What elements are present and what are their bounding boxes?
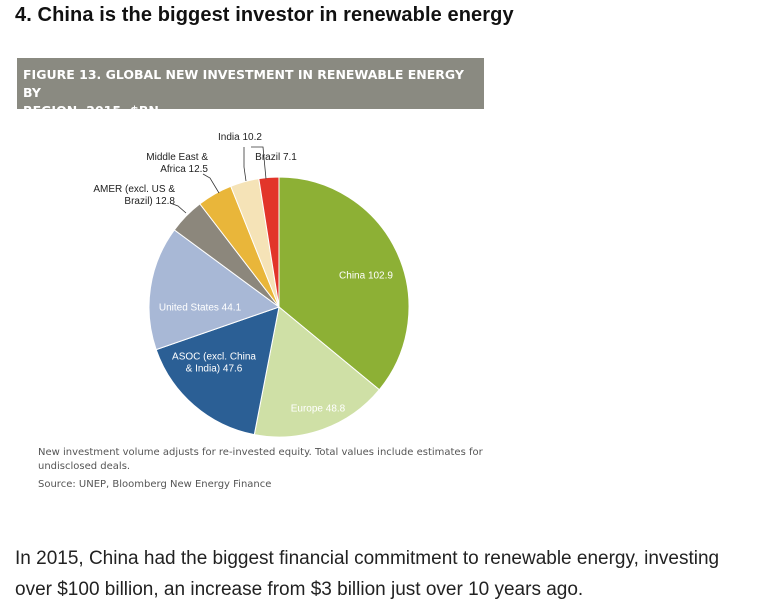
pie-slice-brazil — [258, 176, 280, 308]
figure-title-line1: FIGURE 13. GLOBAL NEW INVESTMENT IN RENE… — [23, 67, 464, 100]
slice-label-asoc-excl-china-india: ASOC (excl. China & India) 47.6 — [172, 352, 256, 375]
leader-line-india — [243, 147, 247, 182]
pie-slice-asoc-excl-china-india — [155, 306, 280, 436]
slice-label-brazil: Brazil 7.1 — [255, 152, 297, 163]
slice-label-middle-east-africa: Middle East & Africa 12.5 — [146, 152, 208, 175]
leader-line-brazil — [251, 146, 267, 180]
slice-label-china: China 102.9 — [339, 271, 393, 282]
slice-label-india: India 10.2 — [218, 132, 262, 143]
body-paragraph: In 2015, China had the biggest financial… — [15, 548, 720, 600]
pie-slice-china — [278, 176, 410, 391]
figure-title-banner: FIGURE 13. GLOBAL NEW INVESTMENT IN RENE… — [17, 58, 484, 118]
figure-source: Source: UNEP, Bloomberg New Energy Finan… — [38, 479, 272, 490]
leader-line-amer-excl-us-brazil — [169, 202, 187, 214]
slice-label-europe: Europe 48.8 — [291, 404, 346, 415]
figure-note: New investment volume adjusts for re-inv… — [38, 447, 483, 472]
leader-line-middle-east-africa — [202, 173, 220, 194]
headline: 4. China is the biggest investor in rene… — [15, 4, 514, 26]
slice-label-amer-excl-us-brazil: AMER (excl. US & Brazil) 12.8 — [93, 184, 175, 207]
pie-slice-united-states — [148, 229, 281, 351]
slice-label-united-states: United States 44.1 — [159, 303, 242, 314]
pie-slice-europe — [253, 306, 380, 438]
figure-title-line2: REGION, 2015, $BN — [23, 103, 159, 118]
